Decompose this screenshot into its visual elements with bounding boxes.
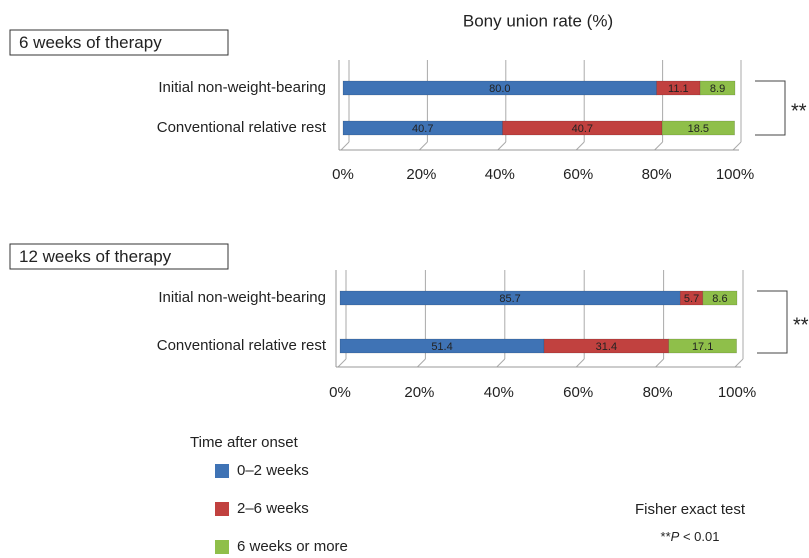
x-tick-label: 80% xyxy=(643,384,673,401)
grid-foot xyxy=(497,141,507,151)
legend-label: 6 weeks or more xyxy=(237,538,348,555)
legend-swatch xyxy=(215,502,229,516)
x-tick-label: 20% xyxy=(406,166,436,183)
p-rest: < 0.01 xyxy=(679,529,719,544)
legend-label: 2–6 weeks xyxy=(237,500,309,517)
grid-foot xyxy=(419,141,428,151)
panel-box xyxy=(9,243,229,270)
grid-foot xyxy=(340,141,350,151)
significance-mark: ** xyxy=(793,314,809,336)
value-label: 17.1 xyxy=(692,341,713,353)
value-label: 51.4 xyxy=(431,341,452,353)
x-tick-label: 0% xyxy=(332,166,354,183)
x-tick-label: 40% xyxy=(484,384,514,401)
stars: ** xyxy=(661,529,671,544)
panel-box xyxy=(9,29,229,56)
value-label: 11.1 xyxy=(668,83,689,95)
significance-bracket xyxy=(755,80,786,136)
y-tick-label: Initial non-weight-bearing xyxy=(158,79,326,96)
legend-label: 0–2 weeks xyxy=(237,462,309,479)
bar-segment xyxy=(661,120,735,136)
x-tick-label: 80% xyxy=(642,166,672,183)
grid-foot xyxy=(732,141,742,151)
grid-foot xyxy=(417,358,426,368)
bar-segment xyxy=(702,290,738,306)
x-tick-label: 100% xyxy=(718,384,756,401)
value-label: 31.4 xyxy=(596,341,617,353)
grid-foot xyxy=(337,358,347,368)
value-label: 18.5 xyxy=(688,123,709,135)
grid-foot xyxy=(734,358,744,368)
grid-foot xyxy=(575,358,585,368)
panel-label: 6 weeks of therapy xyxy=(19,33,162,52)
y-tick-label: Initial non-weight-bearing xyxy=(158,289,326,306)
x-tick-label: 20% xyxy=(404,384,434,401)
value-label: 8.6 xyxy=(712,293,727,305)
y-tick-label: Conventional relative rest xyxy=(157,337,327,354)
test-name: Fisher exact test xyxy=(635,501,746,518)
grid-foot xyxy=(654,141,663,151)
grid-foot xyxy=(575,141,585,151)
x-tick-label: 0% xyxy=(329,384,351,401)
value-label: 8.9 xyxy=(710,83,725,95)
value-label: 85.7 xyxy=(499,293,520,305)
value-label: 5.7 xyxy=(684,293,699,305)
value-label: 40.7 xyxy=(572,123,593,135)
significance-mark: ** xyxy=(791,100,807,122)
legend-title: Time after onset xyxy=(190,434,299,451)
x-tick-label: 60% xyxy=(563,384,593,401)
p-symbol: P xyxy=(671,529,680,544)
x-tick-label: 60% xyxy=(563,166,593,183)
value-label: 40.7 xyxy=(412,123,433,135)
grid-foot xyxy=(496,358,506,368)
bar-segment xyxy=(699,80,736,96)
value-label: 80.0 xyxy=(489,83,510,95)
significance-bracket xyxy=(757,290,788,354)
x-tick-label: 40% xyxy=(485,166,515,183)
significance-note: **P < 0.01 xyxy=(661,529,720,544)
legend-swatch xyxy=(215,464,229,478)
x-tick-label: 100% xyxy=(716,166,754,183)
chart-title: Bony union rate (%) xyxy=(463,11,613,30)
grid-foot xyxy=(655,358,664,368)
panel-label: 12 weeks of therapy xyxy=(19,247,172,266)
bar-segment xyxy=(668,338,737,354)
legend-swatch xyxy=(215,540,229,554)
y-tick-label: Conventional relative rest xyxy=(157,119,327,136)
